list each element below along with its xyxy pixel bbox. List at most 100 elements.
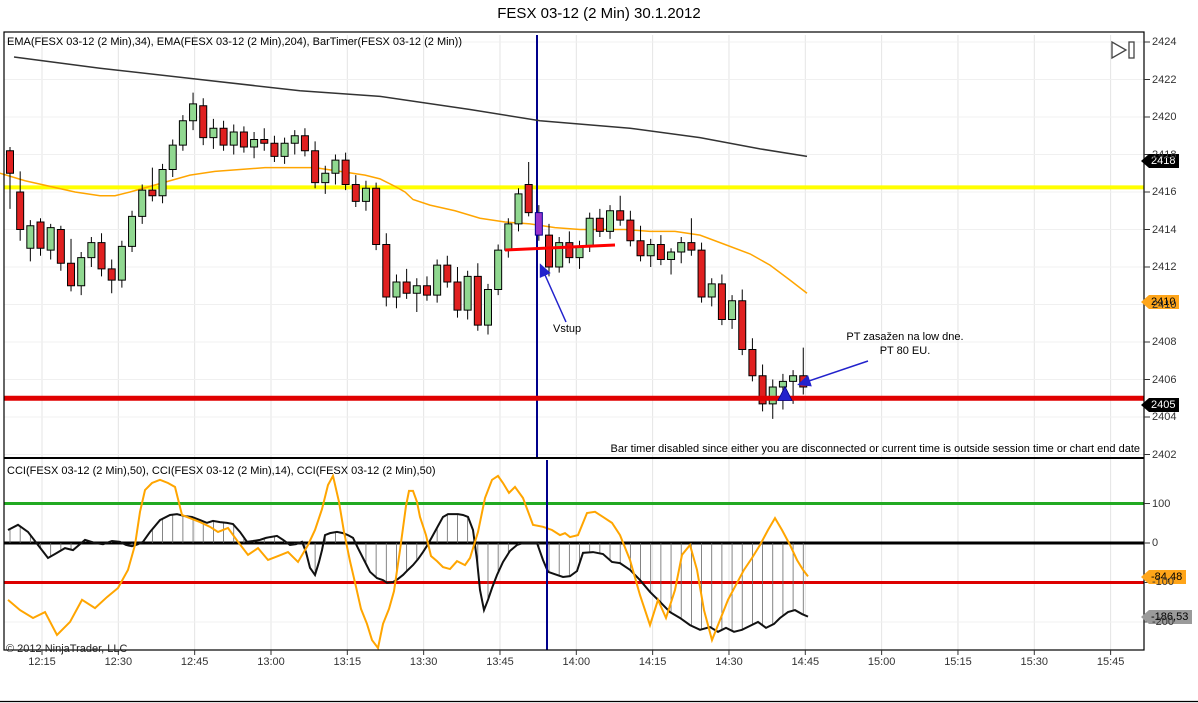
candle bbox=[565, 242, 574, 259]
candle bbox=[46, 227, 55, 251]
time-tick: 15:00 bbox=[867, 656, 896, 668]
candle bbox=[250, 139, 259, 148]
candle bbox=[6, 150, 14, 174]
price-tick: 2420 bbox=[1152, 111, 1177, 123]
cci-tick: -100 bbox=[1152, 576, 1175, 589]
candle bbox=[87, 242, 96, 259]
candle bbox=[260, 139, 269, 144]
candle bbox=[789, 375, 798, 382]
candle bbox=[168, 144, 177, 170]
time-tick: 12:30 bbox=[104, 656, 133, 668]
time-tick: 13:00 bbox=[257, 656, 285, 668]
candle bbox=[107, 268, 116, 281]
cci50-line bbox=[7, 513, 809, 633]
candle bbox=[758, 375, 767, 405]
candle bbox=[422, 285, 431, 296]
candle bbox=[189, 103, 198, 122]
time-tick: 13:30 bbox=[409, 656, 438, 668]
candle bbox=[311, 150, 320, 184]
candle bbox=[595, 217, 604, 232]
time-tick: 15:30 bbox=[1020, 656, 1049, 668]
annotations bbox=[539, 263, 869, 387]
price-tick: 2404 bbox=[1152, 411, 1177, 423]
entry-price-segment bbox=[504, 243, 616, 252]
candle bbox=[361, 187, 370, 202]
time-tick: 14:45 bbox=[791, 656, 820, 668]
candle bbox=[372, 187, 381, 245]
time-tick: 15:45 bbox=[1096, 656, 1125, 668]
candle bbox=[341, 159, 350, 185]
candle bbox=[626, 219, 635, 242]
price-value-badge: -186,53 bbox=[1141, 610, 1193, 624]
candle bbox=[26, 225, 35, 249]
candle bbox=[606, 210, 615, 232]
time-tick: 12:15 bbox=[28, 656, 56, 668]
candle bbox=[514, 193, 523, 225]
time-tick: 14:00 bbox=[562, 656, 591, 668]
cci-tick: 0 bbox=[1152, 537, 1159, 549]
bartimer-disabled-message: Bar timer disabled since either you are … bbox=[610, 443, 1141, 455]
price-tick: 2422 bbox=[1152, 73, 1177, 86]
candle bbox=[97, 242, 106, 270]
candle bbox=[717, 283, 726, 320]
candle bbox=[392, 281, 401, 298]
price-tick: 2412 bbox=[1152, 261, 1177, 273]
candle bbox=[524, 184, 533, 214]
candle bbox=[412, 285, 421, 294]
exit-annotation-line2: PT 80 EU. bbox=[879, 345, 931, 357]
time-tick: 14:30 bbox=[715, 656, 743, 668]
candle bbox=[229, 131, 238, 146]
price-tick: 2408 bbox=[1152, 336, 1177, 348]
candle bbox=[646, 244, 655, 257]
cci-tick: 100 bbox=[1152, 497, 1171, 510]
price-tick: 2418 bbox=[1152, 148, 1177, 161]
candle bbox=[768, 386, 777, 405]
candle bbox=[473, 275, 482, 326]
candle bbox=[555, 242, 564, 268]
candle bbox=[178, 120, 187, 146]
exit-arrow bbox=[797, 360, 869, 387]
candle bbox=[616, 210, 625, 221]
candle bbox=[687, 242, 696, 251]
time-tick: 13:45 bbox=[486, 656, 514, 668]
copyright-notice: © 2012 NinjaTrader, LLC bbox=[6, 643, 128, 655]
cci-tick: -200 bbox=[1152, 615, 1175, 628]
candle bbox=[148, 189, 157, 197]
cci-panel-indicator-label: CCI(FESX 03-12 (2 Min),50), CCI(FESX 03-… bbox=[7, 465, 436, 477]
price-value-badge: 2405 bbox=[1141, 398, 1180, 412]
candle bbox=[707, 283, 716, 298]
price-value-badge: 2418 bbox=[1141, 154, 1180, 168]
candle bbox=[656, 244, 665, 260]
candle bbox=[443, 264, 452, 283]
candle bbox=[280, 142, 289, 157]
candle bbox=[77, 257, 86, 287]
candle bbox=[117, 245, 126, 281]
candle bbox=[239, 131, 248, 148]
candle bbox=[290, 135, 299, 144]
candle bbox=[667, 251, 676, 260]
go-to-last-bar-icon[interactable] bbox=[1111, 40, 1135, 60]
candle bbox=[585, 217, 594, 247]
time-tick: 15:15 bbox=[944, 656, 972, 668]
candle bbox=[463, 275, 472, 311]
candle bbox=[697, 249, 706, 298]
cci-panel-plot[interactable] bbox=[4, 460, 1144, 651]
candle bbox=[636, 240, 645, 257]
candle bbox=[504, 223, 513, 251]
price-panel-plot[interactable] bbox=[0, 35, 1144, 458]
candle bbox=[209, 127, 218, 139]
chart-frame bbox=[0, 31, 1198, 703]
candle bbox=[351, 184, 360, 202]
price-tick: 2410 bbox=[1152, 298, 1177, 311]
candle bbox=[331, 159, 340, 174]
entry-candle bbox=[534, 212, 543, 236]
candle bbox=[36, 221, 45, 249]
time-tick: 13:15 bbox=[333, 656, 362, 668]
candle bbox=[138, 189, 147, 217]
entry-arrow bbox=[539, 263, 567, 323]
candle bbox=[270, 142, 279, 157]
price-tick: 2406 bbox=[1152, 373, 1177, 386]
price-tick: 2416 bbox=[1152, 186, 1177, 198]
cci14-line bbox=[7, 473, 809, 651]
